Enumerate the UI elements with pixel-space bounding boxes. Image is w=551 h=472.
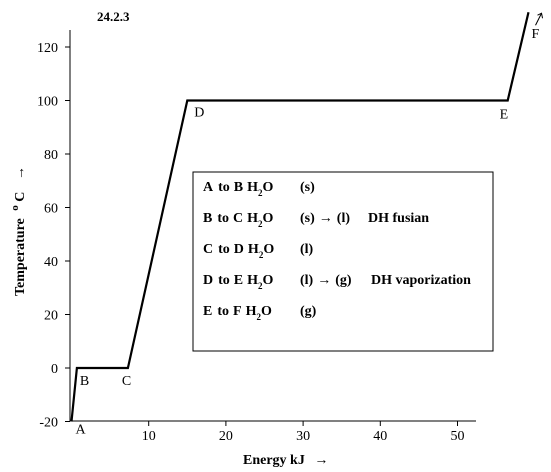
y-tick-label: 0 <box>51 362 58 377</box>
y-tick-label: 20 <box>44 309 58 324</box>
legend-box <box>192 171 494 352</box>
y-axis-label-degree: o <box>9 205 21 211</box>
axes <box>69 30 476 422</box>
point-f-arrow-shaft <box>535 13 542 26</box>
y-tick-label: 120 <box>37 41 58 56</box>
point-labels: A B C D E F <box>76 12 544 438</box>
y-axis-label-unit: C <box>13 192 28 202</box>
heating-curve <box>70 11 530 422</box>
y-tick-label: 80 <box>44 148 58 163</box>
svg-text:Temperature o C: Temperature o C → <box>7 166 28 296</box>
y-axis-label-text: Temperature <box>13 218 28 296</box>
point-label-e: E <box>500 108 509 123</box>
x-tick-label: 30 <box>296 429 310 444</box>
x-tick-label: 20 <box>219 429 233 444</box>
y-tick-label: -20 <box>39 416 58 431</box>
heating-curve-line <box>70 11 530 422</box>
x-tick-label: 40 <box>373 429 387 444</box>
figure-id-label: 24.2.3 <box>97 9 130 24</box>
point-label-d: D <box>194 106 204 121</box>
point-label-a: A <box>76 423 87 438</box>
x-tick-label: 10 <box>142 429 156 444</box>
x-tick-label: 50 <box>451 429 465 444</box>
y-tick-label: 60 <box>44 202 58 217</box>
x-axis-label: Energy kJ → <box>243 453 328 468</box>
point-label-b: B <box>80 374 89 389</box>
point-label-c: C <box>122 374 131 389</box>
point-f-arrow-head <box>537 12 544 19</box>
y-axis-ticks: -20 0 20 40 60 80 100 120 <box>37 41 70 431</box>
y-tick-label: 100 <box>37 95 58 110</box>
y-tick-label: 40 <box>44 255 58 270</box>
x-axis-ticks: 10 20 30 40 50 <box>142 421 465 444</box>
y-axis-label-arrow: → <box>13 166 28 180</box>
y-axis-label: Temperature o C → <box>7 166 28 296</box>
point-label-f: F <box>532 27 540 42</box>
